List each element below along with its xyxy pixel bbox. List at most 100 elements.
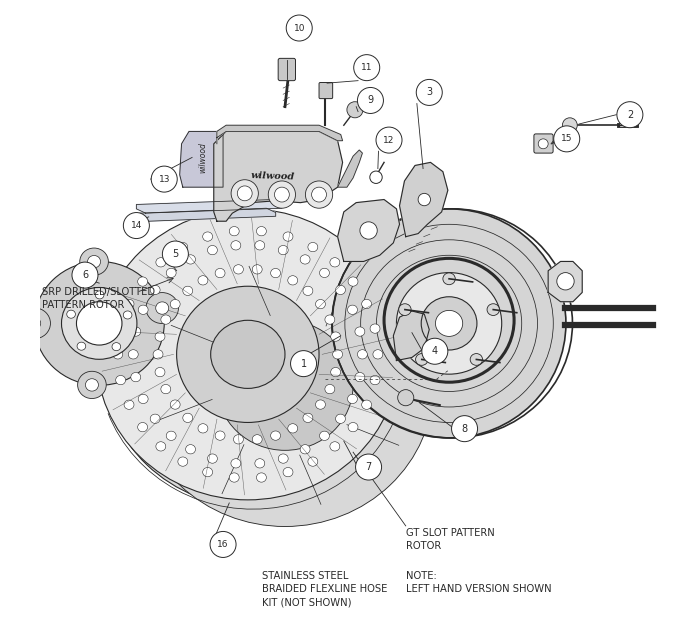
Ellipse shape	[255, 241, 265, 250]
Ellipse shape	[85, 379, 99, 391]
Ellipse shape	[308, 243, 318, 252]
Ellipse shape	[347, 394, 358, 404]
Ellipse shape	[358, 350, 368, 359]
Text: NOTE:
LEFT HAND VERSION SHOWN: NOTE: LEFT HAND VERSION SHOWN	[406, 571, 552, 594]
Ellipse shape	[316, 400, 326, 409]
Ellipse shape	[252, 435, 262, 444]
Ellipse shape	[279, 454, 288, 463]
Text: wilwood: wilwood	[198, 142, 207, 173]
Ellipse shape	[355, 373, 365, 382]
Ellipse shape	[95, 291, 104, 299]
Ellipse shape	[325, 315, 335, 324]
Circle shape	[422, 338, 448, 364]
Ellipse shape	[153, 350, 163, 359]
FancyBboxPatch shape	[319, 83, 332, 99]
Ellipse shape	[138, 422, 148, 432]
Ellipse shape	[256, 226, 267, 236]
Text: 1: 1	[300, 359, 307, 369]
Ellipse shape	[335, 285, 346, 295]
Ellipse shape	[234, 435, 244, 444]
Ellipse shape	[138, 394, 148, 404]
Ellipse shape	[370, 376, 380, 385]
FancyBboxPatch shape	[278, 58, 295, 81]
Text: 6: 6	[82, 270, 88, 280]
Ellipse shape	[362, 299, 372, 309]
Polygon shape	[337, 150, 363, 187]
Ellipse shape	[88, 256, 101, 268]
Polygon shape	[400, 162, 448, 237]
Ellipse shape	[330, 332, 341, 341]
Ellipse shape	[178, 457, 188, 466]
Ellipse shape	[256, 473, 267, 482]
Ellipse shape	[203, 468, 213, 477]
Ellipse shape	[303, 286, 313, 295]
Text: 11: 11	[361, 63, 372, 72]
Text: 2: 2	[626, 109, 633, 119]
Ellipse shape	[183, 413, 193, 422]
Ellipse shape	[66, 310, 76, 318]
Text: 12: 12	[384, 136, 395, 144]
Text: 10: 10	[293, 24, 305, 32]
Polygon shape	[214, 131, 342, 221]
Ellipse shape	[396, 272, 502, 374]
Ellipse shape	[155, 302, 169, 314]
Ellipse shape	[470, 353, 482, 365]
Text: 16: 16	[217, 540, 229, 549]
Text: 3: 3	[426, 88, 433, 98]
Polygon shape	[548, 261, 582, 302]
Ellipse shape	[124, 299, 134, 309]
Circle shape	[358, 88, 384, 113]
Circle shape	[162, 241, 188, 267]
Ellipse shape	[155, 332, 165, 341]
Polygon shape	[337, 200, 400, 261]
Polygon shape	[393, 311, 429, 361]
Ellipse shape	[316, 299, 326, 309]
Ellipse shape	[96, 209, 400, 500]
Ellipse shape	[288, 424, 298, 433]
Ellipse shape	[198, 424, 208, 433]
Ellipse shape	[362, 400, 372, 409]
Circle shape	[231, 180, 258, 207]
Ellipse shape	[76, 302, 122, 345]
Circle shape	[356, 454, 382, 480]
Ellipse shape	[231, 241, 241, 250]
Circle shape	[376, 127, 402, 153]
Ellipse shape	[288, 276, 298, 285]
Ellipse shape	[234, 265, 244, 274]
Ellipse shape	[416, 353, 428, 365]
Circle shape	[418, 193, 430, 206]
Ellipse shape	[186, 255, 195, 264]
Ellipse shape	[178, 243, 188, 252]
Circle shape	[151, 166, 177, 192]
Ellipse shape	[150, 414, 160, 424]
Ellipse shape	[123, 311, 132, 319]
Ellipse shape	[217, 320, 353, 450]
Ellipse shape	[183, 286, 193, 295]
Ellipse shape	[300, 255, 310, 264]
Circle shape	[72, 262, 98, 288]
Circle shape	[452, 415, 477, 442]
Ellipse shape	[161, 315, 171, 324]
Ellipse shape	[186, 445, 195, 454]
Ellipse shape	[300, 445, 310, 454]
Ellipse shape	[166, 268, 176, 277]
Ellipse shape	[319, 431, 330, 440]
Ellipse shape	[255, 458, 265, 468]
Text: 15: 15	[561, 134, 573, 143]
Ellipse shape	[355, 327, 365, 337]
Circle shape	[347, 102, 363, 118]
Ellipse shape	[319, 268, 330, 277]
Ellipse shape	[347, 305, 358, 314]
Ellipse shape	[207, 246, 218, 255]
Ellipse shape	[170, 400, 180, 409]
Circle shape	[312, 187, 326, 202]
Circle shape	[398, 389, 414, 406]
Text: SRP DRILLED/SLOTTED
PATTERN ROTOR: SRP DRILLED/SLOTTED PATTERN ROTOR	[41, 287, 155, 310]
Ellipse shape	[80, 248, 108, 276]
Ellipse shape	[215, 269, 225, 277]
Ellipse shape	[443, 273, 455, 285]
Ellipse shape	[34, 261, 164, 385]
Ellipse shape	[198, 276, 208, 285]
Ellipse shape	[156, 258, 166, 267]
Ellipse shape	[330, 258, 340, 267]
